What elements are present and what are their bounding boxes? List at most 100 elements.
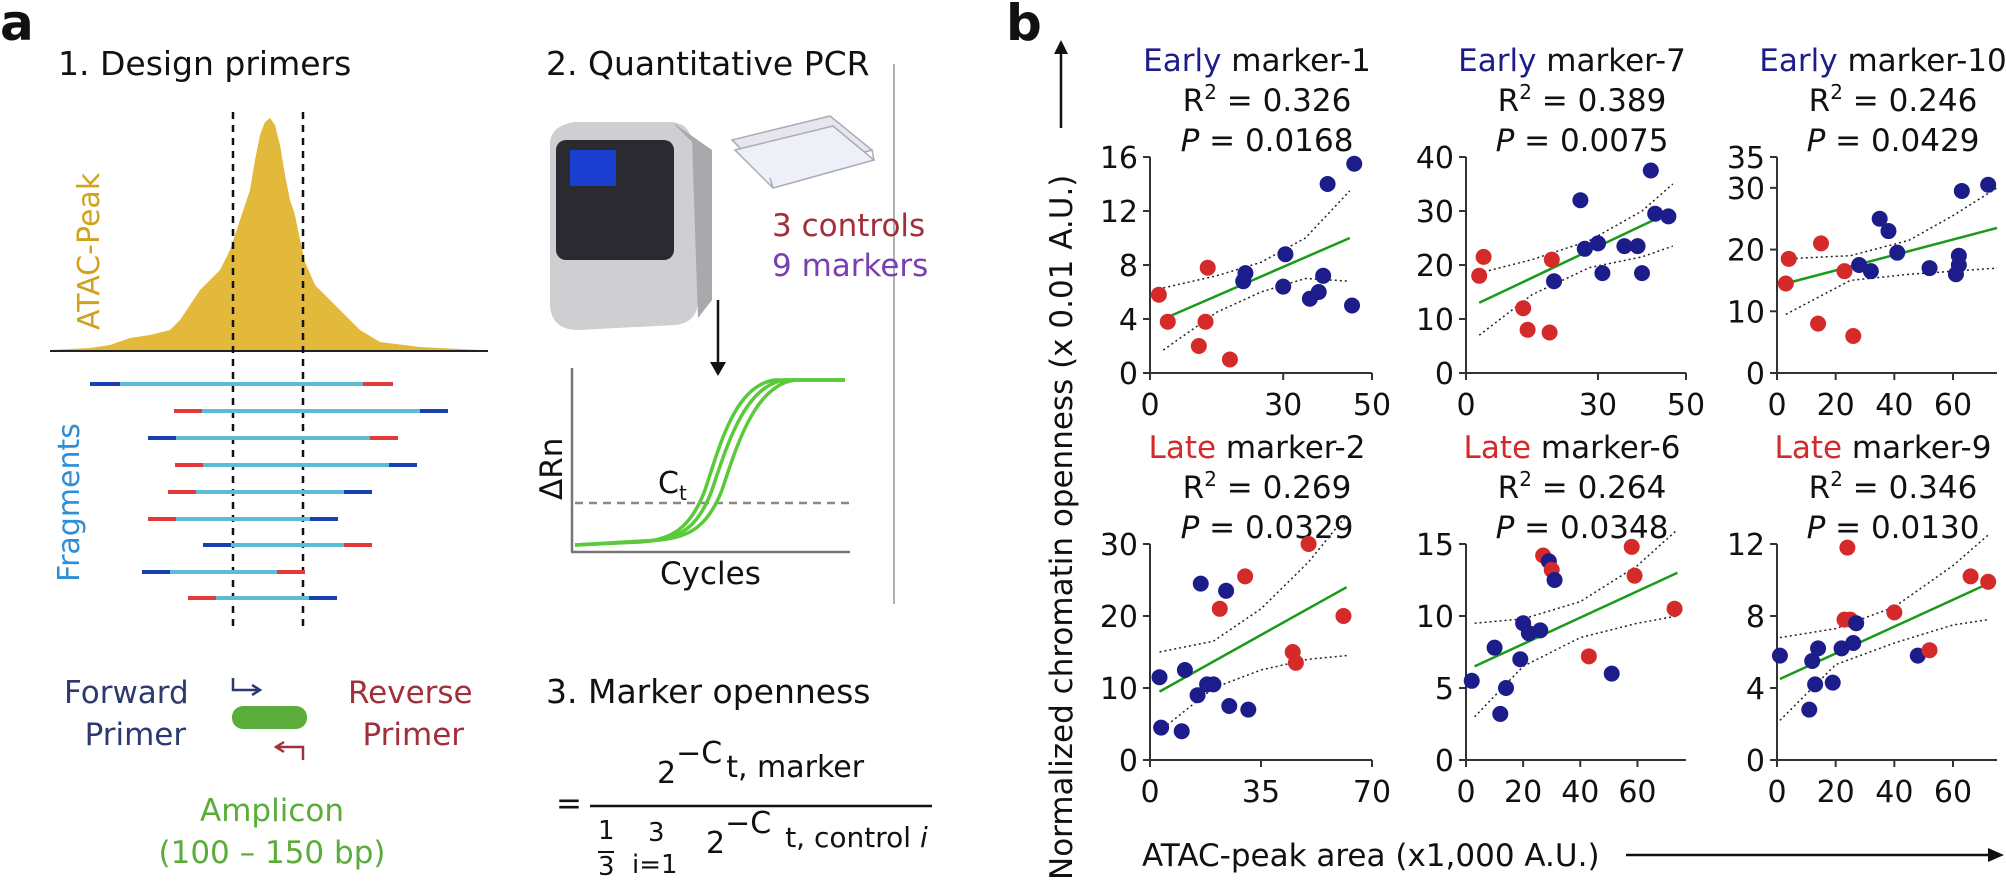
early-point (1176, 662, 1193, 678)
x-tick-label: 40 (1875, 388, 1913, 423)
p-symbol: P (1496, 123, 1515, 159)
late-point (1475, 248, 1492, 265)
late-point (1836, 263, 1853, 280)
confidence-band-upper (1159, 514, 1348, 653)
r-squared-symbol: R (1183, 470, 1205, 506)
atac-peak-shape (50, 118, 480, 350)
title-group-prefix: Early (1143, 43, 1221, 79)
p-value-label: P = 0.0429 (1807, 123, 1980, 159)
r-squared-value: = 0.346 (1843, 470, 1977, 506)
early-point (1590, 235, 1606, 252)
early-point (1192, 575, 1209, 592)
amplification-curve-3 (574, 378, 845, 547)
x-tick-label: 60 (1618, 775, 1656, 810)
confidence-band-upper (1785, 187, 1998, 260)
title-marker-name: marker-10 (1838, 43, 2006, 79)
y-tick-label: 10 (1416, 600, 1454, 635)
early-point (1801, 701, 1818, 718)
early-point (1576, 240, 1593, 257)
early-point (1346, 155, 1363, 172)
late-point (1287, 654, 1304, 671)
r-squared-superscript: 2 (1830, 467, 1843, 491)
late-point (1777, 275, 1794, 292)
forward-line-1: Forward (64, 675, 189, 711)
late-point (1962, 568, 1979, 585)
formula-sum-bottom: i=1 (632, 850, 678, 880)
panel-letter-b: b (1006, 0, 1042, 52)
late-point (1845, 327, 1862, 344)
y-tick-label: 10 (1727, 295, 1765, 330)
early-point (1862, 263, 1879, 280)
late-point (1519, 321, 1536, 338)
early-point (1512, 651, 1529, 668)
r-squared-symbol: R (1809, 83, 1831, 119)
ct-label: Ct (658, 466, 687, 505)
p-symbol: P (1181, 510, 1200, 546)
y-tick-label: 12 (1727, 528, 1765, 563)
late-point (1886, 604, 1903, 621)
early-point (1546, 572, 1563, 588)
confidence-band-lower (1474, 615, 1678, 718)
early-point (1804, 653, 1821, 669)
late-point (1980, 573, 1997, 590)
r-squared-label: R2 = 0.326 (1183, 80, 1352, 119)
markers-count: 9 markers (772, 248, 929, 284)
num-sub: t, marker (726, 750, 865, 785)
y-tick-label: 15 (1416, 528, 1454, 563)
y-tick-label: 0 (1119, 357, 1138, 392)
early-point (1851, 257, 1868, 273)
confidence-band-lower (1785, 267, 1998, 316)
confidence-band-upper (1779, 534, 1989, 639)
p-value-label: P = 0.0168 (1181, 123, 1354, 159)
early-point (1642, 162, 1659, 179)
plot-title: Early marker-7 (1458, 43, 1686, 79)
early-point (1824, 674, 1841, 691)
early-point (1629, 238, 1646, 255)
y-axis-label: Normalized chromatin openness (x 0.01 A.… (1044, 174, 1080, 880)
x-tick-label: 40 (1561, 775, 1599, 810)
early-point (1950, 247, 1967, 264)
r-squared-superscript: 2 (1204, 467, 1217, 491)
p-symbol: P (1496, 510, 1515, 546)
late-point (1237, 568, 1254, 585)
formula-denominator: 2−C t, control i (706, 806, 928, 861)
r-squared-symbol: R (1809, 470, 1831, 506)
late-point (1666, 600, 1683, 617)
early-point (1486, 639, 1503, 656)
x-tick-label: 0 (1140, 388, 1159, 423)
y-tick-label: 40 (1416, 141, 1454, 176)
y-tick-label: 5 (1435, 672, 1454, 707)
formula-numerator: 2−C t, marker (657, 736, 864, 791)
y-tick-label: 12 (1100, 195, 1138, 230)
confidence-band-lower (1779, 618, 1989, 721)
formula-frac-num: 1 (598, 816, 615, 846)
y-tick-label: 4 (1746, 672, 1765, 707)
y-tick-label: 16 (1100, 141, 1138, 176)
reverse-line-1: Reverse (348, 675, 473, 711)
amplicon-label: Amplicon (100 – 150 bp) (152, 790, 392, 874)
late-point (1921, 642, 1938, 659)
title-marker-name: marker-7 (1536, 43, 1685, 79)
step2-title: 2. Quantitative PCR (546, 44, 870, 83)
early-point (1871, 210, 1888, 227)
early-point (1603, 665, 1620, 682)
y-tick-label: 30 (1100, 528, 1138, 563)
early-point (1173, 723, 1190, 740)
formula-sum-top: 3 (648, 818, 665, 848)
early-point (1315, 267, 1332, 284)
regression-line (1474, 571, 1678, 668)
late-point (1190, 338, 1207, 354)
den-base: 2 (706, 826, 726, 861)
title-marker-name: marker-1 (1221, 43, 1370, 79)
p-value: = 0.0429 (1825, 123, 1979, 159)
y-tick-label: 30 (1727, 172, 1765, 207)
r-squared-symbol: R (1498, 470, 1520, 506)
den-sub: t, control (785, 821, 920, 854)
early-point (1240, 701, 1257, 718)
early-point (1344, 297, 1361, 314)
ct-main: C (658, 466, 679, 501)
amplicon-shape (232, 706, 307, 729)
